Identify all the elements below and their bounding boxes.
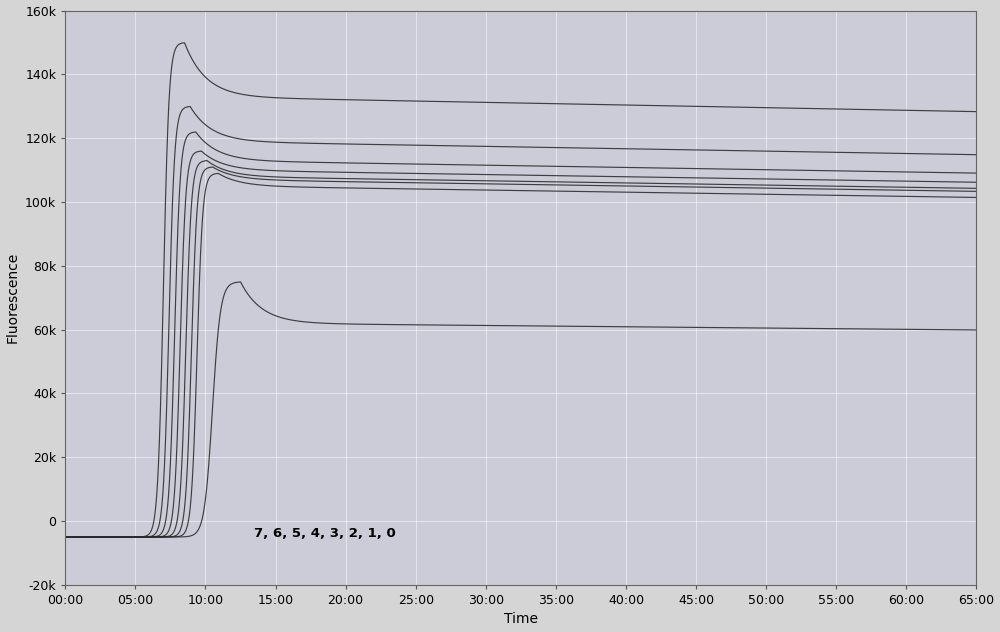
X-axis label: Time: Time — [504, 612, 538, 626]
Text: 7, 6, 5, 4, 3, 2, 1, 0: 7, 6, 5, 4, 3, 2, 1, 0 — [254, 528, 396, 540]
Y-axis label: Fluorescence: Fluorescence — [6, 252, 20, 343]
